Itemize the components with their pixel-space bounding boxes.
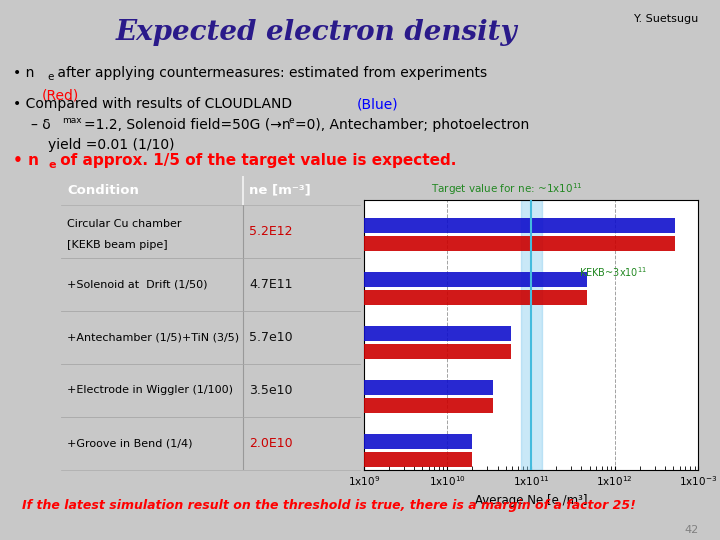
Bar	[0, 380, 492, 395]
X-axis label: Average Ne [e /m³]: Average Ne [e /m³]	[474, 494, 588, 507]
Text: +Groove in Bend (1/4): +Groove in Bend (1/4)	[67, 438, 193, 448]
Text: KEKB~3x10$^{11}$: KEKB~3x10$^{11}$	[579, 265, 647, 279]
Text: Y. Suetsugu: Y. Suetsugu	[634, 14, 698, 24]
Text: e: e	[48, 72, 54, 83]
Bar	[0, 218, 675, 233]
Bar	[521, 200, 542, 470]
Text: – δ: – δ	[31, 118, 50, 132]
Text: (Red): (Red)	[42, 89, 79, 103]
Text: 42: 42	[684, 524, 698, 535]
Text: Target value for ne: ~1x10$^{11}$: Target value for ne: ~1x10$^{11}$	[431, 181, 582, 197]
Text: 4.7E11: 4.7E11	[249, 278, 293, 291]
Text: Condition: Condition	[67, 184, 139, 197]
Text: =1.2, Solenoid field=50G (→n: =1.2, Solenoid field=50G (→n	[84, 118, 290, 132]
Text: +Antechamber (1/5)+TiN (3/5): +Antechamber (1/5)+TiN (3/5)	[67, 333, 239, 342]
Bar	[0, 398, 492, 413]
Bar	[0, 452, 472, 467]
Text: • n: • n	[13, 66, 35, 80]
Text: [KEKB beam pipe]: [KEKB beam pipe]	[67, 240, 168, 250]
Text: • Compared with results of CLOUDLAND: • Compared with results of CLOUDLAND	[13, 97, 297, 111]
Text: 5.2E12: 5.2E12	[249, 225, 293, 238]
Bar	[0, 434, 472, 449]
Text: of approx. 1/5 of the target value is expected.: of approx. 1/5 of the target value is ex…	[55, 153, 456, 168]
Text: ne [m⁻³]: ne [m⁻³]	[249, 184, 311, 197]
Text: after applying countermeasures: estimated from experiments: after applying countermeasures: estimate…	[53, 66, 487, 80]
Text: 3.5e10: 3.5e10	[249, 384, 293, 397]
Text: Circular Cu chamber: Circular Cu chamber	[67, 219, 181, 229]
Bar	[0, 290, 588, 305]
Text: max: max	[62, 116, 81, 125]
Text: 5.7e10: 5.7e10	[249, 331, 293, 344]
Text: +Electrode in Wiggler (1/100): +Electrode in Wiggler (1/100)	[67, 386, 233, 395]
Text: =0), Antechamber; photoelectron: =0), Antechamber; photoelectron	[295, 118, 529, 132]
Bar	[0, 344, 510, 359]
Bar	[0, 236, 675, 251]
Text: +Solenoid at  Drift (1/50): +Solenoid at Drift (1/50)	[67, 280, 207, 289]
Text: Expected electron density: Expected electron density	[116, 19, 518, 46]
Text: e: e	[289, 116, 294, 125]
Bar	[0, 326, 510, 341]
Text: yield =0.01 (1/10): yield =0.01 (1/10)	[48, 138, 174, 152]
Text: • n: • n	[13, 153, 39, 168]
Text: If the latest simulation result on the threshold is true, there is a margin of a: If the latest simulation result on the t…	[22, 500, 636, 512]
Text: 2.0E10: 2.0E10	[249, 437, 293, 450]
Text: e: e	[49, 160, 56, 171]
Text: (Blue): (Blue)	[357, 97, 399, 111]
Bar	[0, 272, 588, 287]
